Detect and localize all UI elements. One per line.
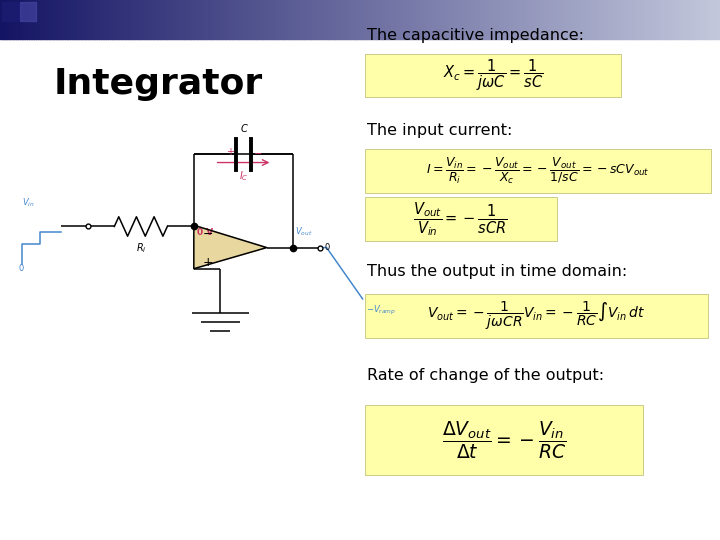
Text: $-$: $-$	[253, 147, 262, 157]
Text: The input current:: The input current:	[367, 123, 513, 138]
Text: 0: 0	[325, 243, 330, 252]
Text: Rate of change of the output:: Rate of change of the output:	[367, 368, 604, 383]
Polygon shape	[194, 225, 266, 269]
Bar	[20, 2, 36, 22]
Text: $I_C$: $I_C$	[239, 170, 248, 184]
FancyBboxPatch shape	[365, 148, 711, 192]
Text: $R_i$: $R_i$	[135, 241, 146, 255]
FancyBboxPatch shape	[365, 54, 621, 97]
Bar	[2, 2, 18, 22]
Text: $V_{out} = -\dfrac{1}{j\omega CR}V_{in} = -\dfrac{1}{RC}\int V_{in}\,dt$: $V_{out} = -\dfrac{1}{j\omega CR}V_{in} …	[427, 300, 646, 332]
Text: $+$: $+$	[202, 256, 214, 269]
Text: +: +	[226, 147, 234, 157]
FancyBboxPatch shape	[365, 405, 643, 475]
Text: 0 V: 0 V	[197, 228, 213, 237]
Text: The capacitive impedance:: The capacitive impedance:	[367, 28, 584, 43]
Text: $V_{out}$: $V_{out}$	[295, 225, 313, 238]
Text: $V_{in}$: $V_{in}$	[22, 197, 35, 209]
Text: $\dfrac{V_{out}}{V_{in}} = -\dfrac{1}{sCR}$: $\dfrac{V_{out}}{V_{in}} = -\dfrac{1}{sC…	[413, 200, 508, 238]
Text: $-$: $-$	[202, 227, 214, 240]
Text: $\dfrac{\Delta V_{out}}{\Delta t} = -\dfrac{V_{in}}{RC}$: $\dfrac{\Delta V_{out}}{\Delta t} = -\df…	[442, 420, 566, 461]
FancyBboxPatch shape	[365, 294, 708, 338]
Text: $I = \dfrac{V_{in}}{R_i} = -\dfrac{V_{out}}{X_c} = -\dfrac{V_{out}}{1/sC} = -sCV: $I = \dfrac{V_{in}}{R_i} = -\dfrac{V_{ou…	[426, 156, 650, 186]
Text: 0: 0	[18, 264, 24, 273]
Text: $X_c = \dfrac{1}{j\omega C} = \dfrac{1}{sC}$: $X_c = \dfrac{1}{j\omega C} = \dfrac{1}{…	[443, 58, 544, 93]
Text: Thus the output in time domain:: Thus the output in time domain:	[367, 264, 627, 279]
Text: C: C	[240, 124, 247, 134]
Text: Integrator: Integrator	[54, 67, 264, 100]
FancyBboxPatch shape	[365, 197, 557, 241]
Text: $-V_{ramp}$: $-V_{ramp}$	[366, 304, 396, 318]
